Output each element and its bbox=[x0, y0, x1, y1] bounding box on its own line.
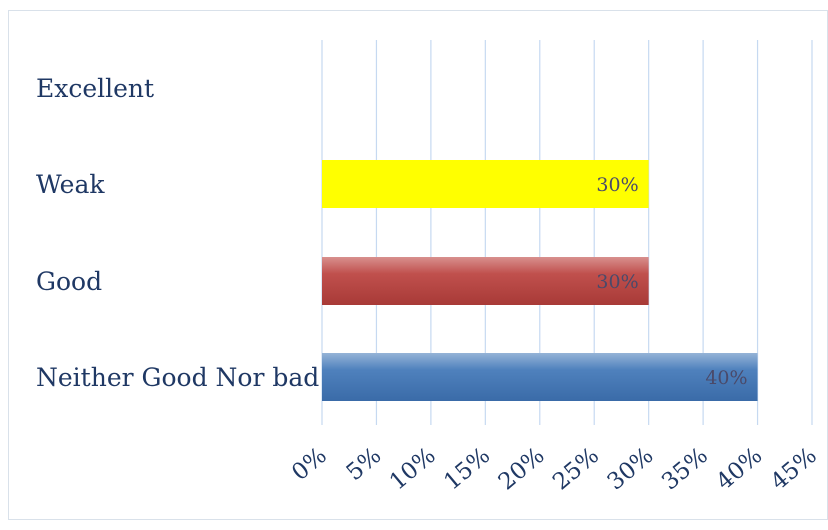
data-labels: 30% 30% 40% bbox=[596, 174, 747, 389]
x-tick-label: 35% bbox=[657, 443, 713, 496]
x-tick-labels: 0% 5%10%15%20%25%30%35%40%45% bbox=[287, 443, 822, 496]
x-tick-label: 30% bbox=[603, 443, 659, 496]
category-label: Excellent bbox=[36, 74, 154, 103]
x-tick-label: 25% bbox=[548, 443, 604, 496]
x-tick-label: 15% bbox=[439, 443, 495, 496]
data-label: 30% bbox=[596, 174, 638, 196]
x-tick-label: 20% bbox=[494, 443, 550, 496]
x-tick-label: 10% bbox=[385, 443, 441, 496]
x-tick-label: 0% bbox=[287, 443, 332, 486]
x-tick-label: 45% bbox=[766, 443, 822, 496]
category-labels: Excellent Weak Good Neither Good Nor bad bbox=[36, 74, 319, 392]
bar bbox=[322, 257, 649, 305]
category-label: Weak bbox=[36, 170, 105, 199]
data-label: 30% bbox=[596, 271, 638, 293]
bar bbox=[322, 160, 649, 208]
data-label: 40% bbox=[705, 367, 747, 389]
category-label: Neither Good Nor bad bbox=[36, 363, 319, 392]
x-tick-label: 5% bbox=[342, 443, 387, 486]
bar bbox=[322, 353, 758, 401]
bars bbox=[322, 160, 758, 401]
x-tick-label: 40% bbox=[712, 443, 768, 496]
category-label: Good bbox=[36, 267, 102, 296]
